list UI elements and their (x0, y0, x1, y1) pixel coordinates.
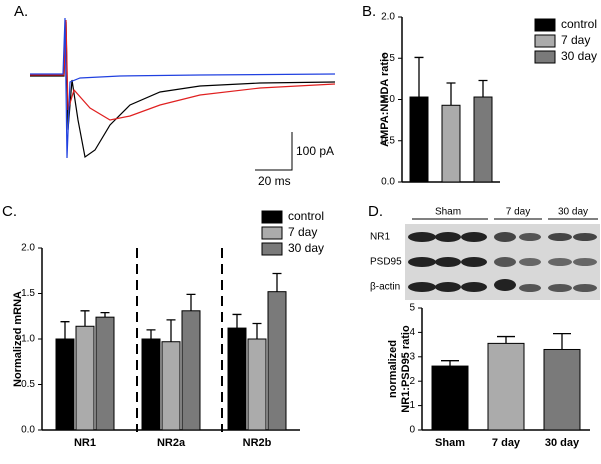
band-label: β-actin (370, 282, 400, 293)
y-tick-label: 0.5 (381, 135, 395, 146)
scale-bar (255, 132, 293, 171)
legend-label: 7 day (561, 33, 590, 47)
bar (543, 348, 581, 431)
panel-label: B. (362, 3, 376, 20)
legend-swatch (261, 226, 283, 240)
bar (55, 338, 75, 431)
y-tick-label: 2.0 (381, 12, 395, 23)
legend-label: 7 day (288, 225, 317, 239)
bar (75, 325, 95, 431)
y-tick-label: 0 (409, 425, 415, 436)
bar (141, 338, 161, 431)
y-axis-label: NR1:PSD95 ratio (400, 325, 412, 413)
bar (247, 338, 267, 431)
bar (441, 104, 461, 183)
error-bar (478, 79, 488, 98)
legend-swatch (534, 34, 556, 48)
panel-label: C. (2, 203, 17, 220)
bar (227, 327, 247, 431)
error-bar (186, 293, 196, 311)
bar (473, 96, 493, 183)
legend-swatch (261, 210, 283, 224)
trace-blue (30, 17, 336, 159)
y-tick-label: 1 (409, 400, 415, 411)
panel-label: A. (14, 3, 28, 20)
legend-label: 30 day (561, 49, 597, 63)
bar (431, 365, 469, 431)
y-tick-label: 2 (409, 376, 415, 387)
band-label: NR1 (370, 232, 390, 243)
y-tick-label: 1.5 (21, 288, 35, 299)
bar (161, 341, 181, 431)
x-tick-label: NR2b (243, 437, 272, 449)
y-tick-label: 3 (409, 351, 415, 362)
bar (267, 291, 287, 431)
band-label: PSD95 (370, 257, 402, 268)
y-tick-label: 2.0 (21, 243, 35, 254)
error-bar (497, 335, 515, 344)
legend-label: 30 day (288, 241, 324, 255)
error-bar (441, 360, 459, 367)
x-tick-label: Sham (435, 437, 465, 449)
legend-swatch (261, 242, 283, 256)
scale-label: 100 pA (296, 144, 334, 158)
x-tick-label: NR2a (157, 437, 186, 449)
bands (408, 232, 597, 292)
panel-label: D. (368, 203, 383, 220)
legend-swatch (534, 50, 556, 64)
error-bar (80, 310, 90, 327)
y-tick-label: 4 (409, 327, 415, 338)
legend-label: control (288, 209, 324, 223)
bar (181, 310, 201, 431)
error-bar (272, 272, 282, 292)
x-tick-label: 7 day (492, 437, 521, 449)
error-bar (446, 82, 456, 106)
y-axis-label: Normalized mRNA (12, 291, 24, 387)
trace-black (30, 21, 336, 159)
error-bar (100, 311, 110, 318)
error-bar (232, 313, 242, 329)
lane-label: Sham (435, 207, 461, 218)
y-tick-label: 1.0 (381, 94, 395, 105)
y-tick-label: 5 (409, 303, 415, 314)
x-tick-label: 30 day (545, 437, 580, 449)
error-bar (414, 56, 424, 98)
y-tick-label: 0.5 (21, 379, 35, 390)
lane-label: 7 day (506, 207, 530, 218)
error-bar (166, 319, 176, 342)
bar (409, 96, 429, 183)
error-bar (252, 322, 262, 339)
error-bar (146, 329, 156, 339)
legend-swatch (534, 18, 556, 32)
x-tick-label: NR1 (74, 437, 96, 449)
error-bar (553, 332, 571, 350)
y-axis-label: AMPA:NMDA ratio (379, 52, 391, 147)
traces (30, 17, 336, 171)
error-bar (60, 321, 70, 339)
legend-label: control (561, 17, 597, 31)
y-axis-label: normalized (387, 340, 399, 398)
y-tick-label: 0.0 (21, 425, 35, 436)
scale-label: 20 ms (258, 174, 291, 188)
bar (487, 342, 525, 431)
y-tick-label: 1.5 (381, 53, 395, 64)
y-tick-label: 1.0 (21, 334, 35, 345)
blot (405, 218, 600, 300)
bar (95, 316, 115, 431)
lane-label: 30 day (558, 207, 588, 218)
y-tick-label: 0.0 (381, 177, 395, 188)
